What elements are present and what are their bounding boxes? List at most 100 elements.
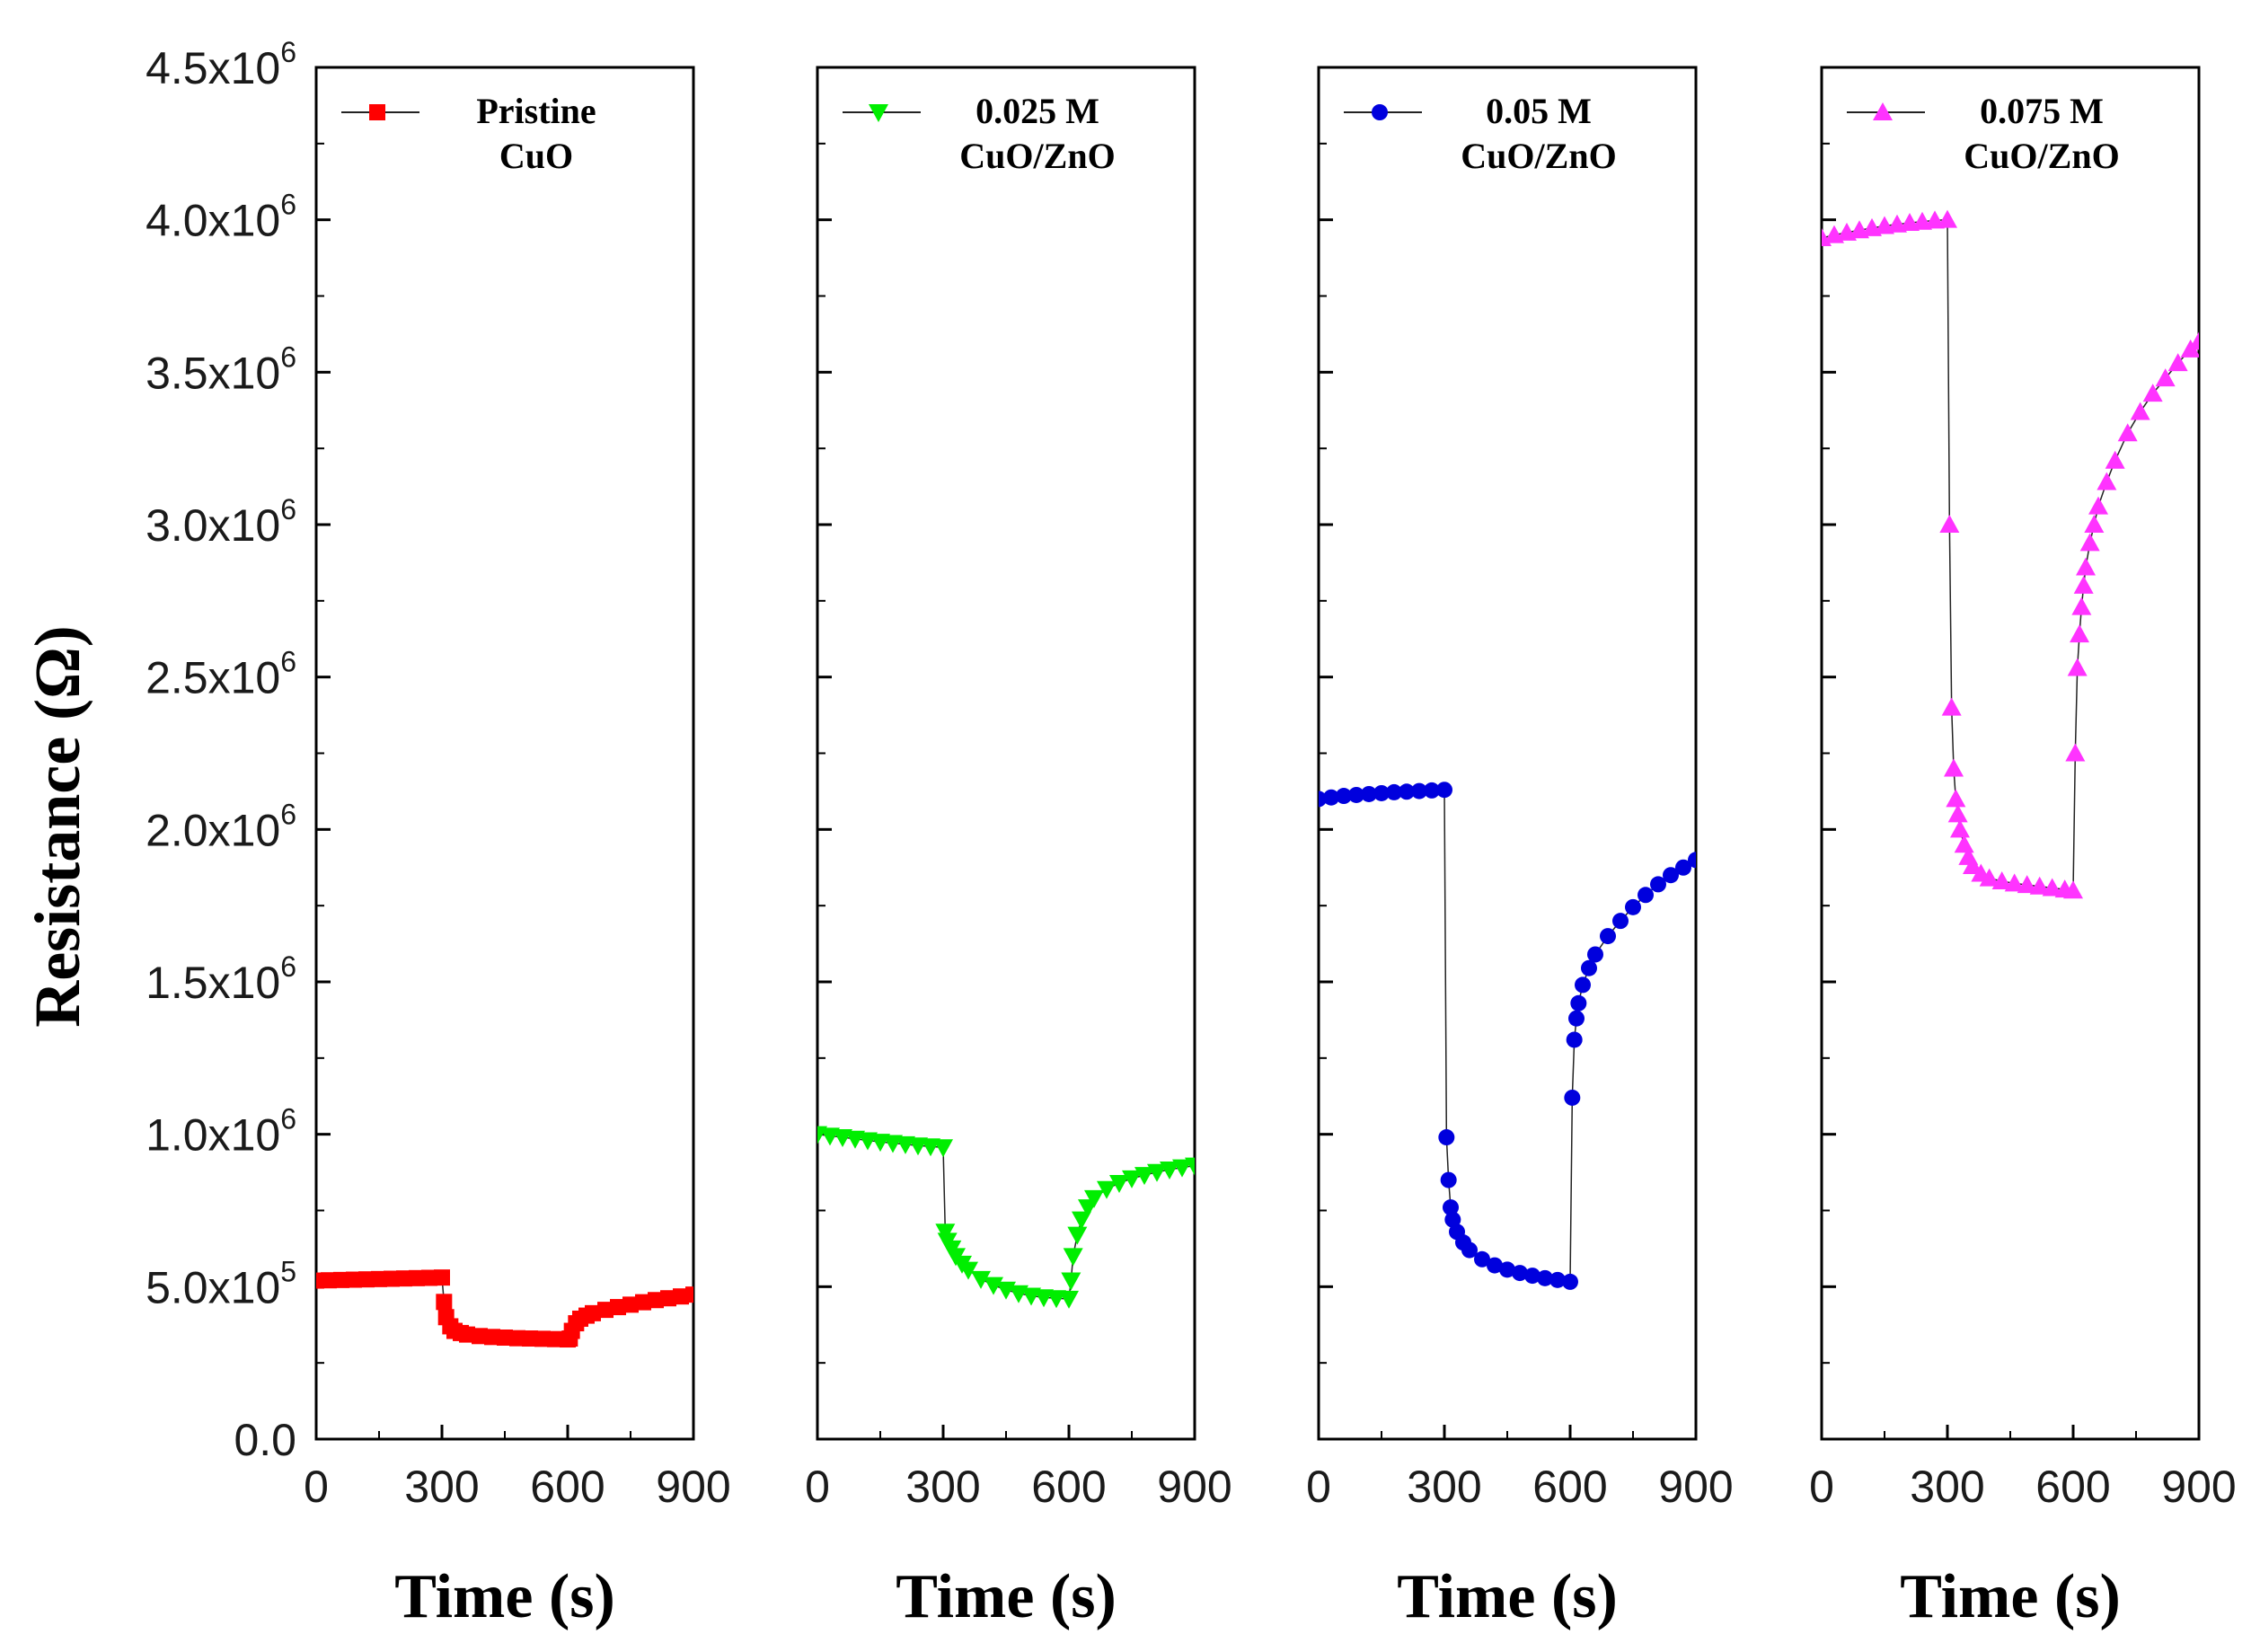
data-point xyxy=(660,1290,676,1307)
data-point xyxy=(2079,533,2100,552)
data-point xyxy=(321,1272,337,1289)
data-point xyxy=(2004,873,2025,892)
legend: 0.05 M CuO/ZnO xyxy=(1344,91,1617,176)
data-point xyxy=(547,1330,563,1347)
data-point xyxy=(2076,557,2096,576)
data-point xyxy=(1562,1273,1578,1290)
data-point xyxy=(1084,1189,1104,1208)
y-axis-label: Resistance (Ω) xyxy=(22,625,93,1028)
y-tick-label: 1.0x106 xyxy=(146,1103,296,1161)
x-tick-label: 600 xyxy=(2035,1462,2110,1512)
chart-panel-3: 0 300 600 900 Time (s) 0.05 M CuO/ZnO xyxy=(1306,66,1734,1631)
data-point xyxy=(1461,1241,1478,1259)
data-point xyxy=(1097,1180,1117,1199)
data-point xyxy=(1122,1170,1142,1188)
data-point xyxy=(2105,450,2125,469)
data-point xyxy=(509,1330,525,1347)
legend-label-line1: 0.075 M xyxy=(1980,91,2104,131)
data-point xyxy=(1411,782,1427,799)
x-tick-label: 300 xyxy=(905,1462,980,1512)
data-point xyxy=(1587,946,1603,963)
data-point xyxy=(2070,624,2089,643)
data-point xyxy=(1566,1031,1583,1048)
data-point xyxy=(1061,1272,1081,1291)
data-point xyxy=(1059,1290,1079,1309)
x-tick-label: 900 xyxy=(2161,1462,2236,1512)
data-point xyxy=(396,1270,412,1287)
data-point xyxy=(358,1271,375,1288)
y-tick-label: 3.0x106 xyxy=(146,493,296,551)
data-point xyxy=(1537,1269,1553,1286)
data-point xyxy=(1063,1248,1083,1267)
data-point xyxy=(1947,804,1968,823)
x-tick-label: 0 xyxy=(1306,1462,1331,1512)
data-point xyxy=(1575,976,1591,994)
legend-label-line2: CuO/ZnO xyxy=(959,136,1115,176)
x-tick-label: 600 xyxy=(530,1462,605,1512)
data-point xyxy=(1348,786,1364,803)
data-point xyxy=(1373,784,1390,801)
y-tick-label: 0.0 xyxy=(234,1415,296,1465)
data-point xyxy=(1436,782,1452,799)
data-point xyxy=(2073,575,2094,594)
legend: 0.075 M CuO/ZnO xyxy=(1847,91,2120,176)
data-point xyxy=(1072,1211,1091,1230)
data-point xyxy=(1524,1268,1541,1285)
data-point xyxy=(1487,1257,1503,1274)
chart-panel-2: 0 300 600 900 Time (s) 0.025 M CuO/ZnO xyxy=(805,66,1232,1631)
data-point xyxy=(1549,1271,1566,1288)
data-point xyxy=(2180,339,2199,358)
data-point xyxy=(1650,876,1666,893)
data-point xyxy=(1424,782,1440,799)
chart-panel-1: 0 300 600 900 0.0 5.0x105 1.0x106 1.5x106 2.0x10… xyxy=(146,36,731,1631)
y-tick-label: 4.0x106 xyxy=(146,189,296,246)
data-point xyxy=(1336,788,1352,805)
x-tick-label: 0 xyxy=(304,1462,329,1512)
data-point xyxy=(436,1294,453,1311)
data-point xyxy=(1440,1171,1457,1188)
data-point xyxy=(522,1330,538,1347)
x-tick-label: 300 xyxy=(1910,1462,1984,1512)
data-point xyxy=(1443,1199,1459,1216)
data-point xyxy=(1946,789,1966,808)
y-tick-label: 1.5x106 xyxy=(146,950,296,1008)
data-point xyxy=(409,1269,425,1286)
legend: 0.025 M CuO/ZnO xyxy=(843,91,1116,176)
legend-label-line1: 0.025 M xyxy=(976,91,1099,131)
data-point xyxy=(1570,994,1587,1012)
data-point xyxy=(2097,472,2117,490)
data-point xyxy=(1675,859,1691,876)
data-point xyxy=(1581,959,1597,976)
data-point xyxy=(1663,867,1679,884)
data-point xyxy=(2167,353,2188,372)
legend-marker-icon xyxy=(1372,104,1388,120)
x-axis-label: Time (s) xyxy=(1900,1562,2121,1631)
data-point xyxy=(935,1224,956,1242)
data-point xyxy=(1499,1261,1515,1278)
data-point xyxy=(933,1139,953,1158)
x-axis-label: Time (s) xyxy=(394,1562,615,1631)
data-point xyxy=(648,1292,664,1309)
legend-marker-icon xyxy=(869,104,888,122)
data-point xyxy=(622,1296,639,1313)
data-point xyxy=(1160,1162,1179,1180)
data-point xyxy=(597,1302,614,1319)
data-point xyxy=(316,1272,324,1289)
x-tick-label: 600 xyxy=(1031,1462,1106,1512)
data-series xyxy=(817,1126,1195,1309)
data-point xyxy=(2067,658,2088,676)
data-point xyxy=(685,1286,693,1303)
data-point xyxy=(434,1269,450,1286)
data-point xyxy=(1564,1089,1581,1106)
data-point xyxy=(2065,743,2086,762)
y-tick-label: 5.0x105 xyxy=(146,1255,296,1312)
x-axis-label: Time (s) xyxy=(1397,1562,1618,1631)
data-point xyxy=(610,1299,626,1316)
data-point xyxy=(371,1270,387,1287)
data-point xyxy=(333,1271,349,1288)
y-tick-label: 2.5x106 xyxy=(146,646,296,703)
data-point xyxy=(2071,596,2092,615)
x-tick-label: 300 xyxy=(1407,1462,1481,1512)
data-point xyxy=(346,1271,362,1288)
